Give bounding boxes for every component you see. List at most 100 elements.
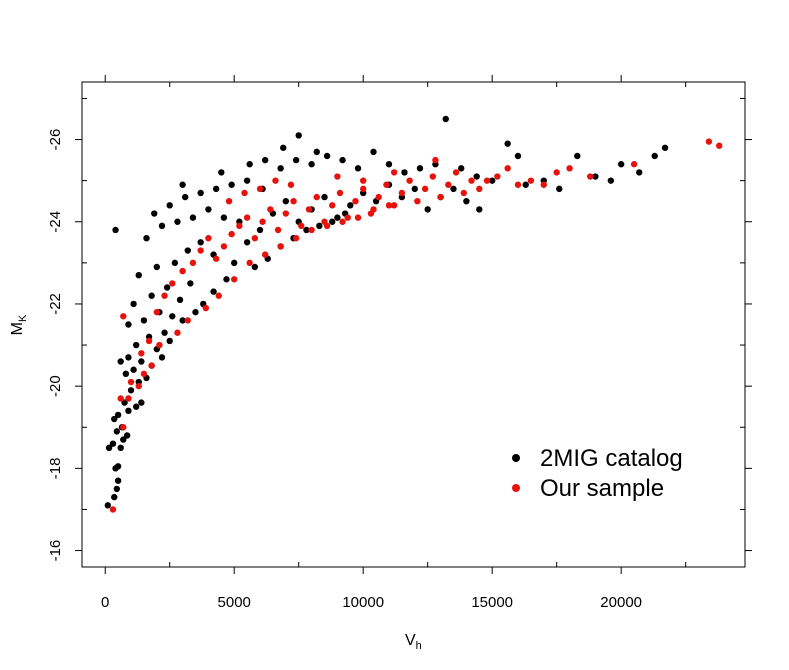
point-our-sample xyxy=(437,193,444,201)
x-axis-title-main: V xyxy=(405,632,416,649)
point-our-sample xyxy=(117,395,124,402)
point-our-sample xyxy=(705,138,713,145)
point-our-sample xyxy=(140,370,148,378)
point-2mig xyxy=(125,321,132,328)
point-2mig xyxy=(109,440,117,447)
point-our-sample xyxy=(220,243,228,250)
legend-label-our-sample: Our sample xyxy=(540,475,664,502)
point-our-sample xyxy=(145,337,153,345)
point-2mig xyxy=(135,271,142,279)
point-our-sample xyxy=(228,230,235,238)
point-2mig xyxy=(339,156,346,164)
point-our-sample xyxy=(504,165,511,172)
point-2mig xyxy=(158,222,166,230)
point-2mig xyxy=(171,259,179,267)
point-2mig xyxy=(111,493,118,501)
point-2mig xyxy=(179,181,186,188)
point-2mig xyxy=(132,403,140,410)
x-axis: 0 5000 10000 15000 20000 xyxy=(101,75,687,611)
point-2mig xyxy=(321,193,328,201)
point-our-sample xyxy=(494,173,501,180)
point-2mig xyxy=(282,197,290,205)
y-axis-title: MK xyxy=(9,314,29,335)
point-2mig xyxy=(143,234,150,242)
point-our-sample xyxy=(305,206,313,213)
point-2mig xyxy=(174,218,181,225)
point-2mig xyxy=(424,206,431,213)
point-our-sample xyxy=(323,222,331,230)
point-2mig xyxy=(243,239,251,246)
point-2mig xyxy=(354,165,362,172)
point-our-sample xyxy=(251,234,259,242)
point-our-sample xyxy=(153,308,161,316)
point-2mig xyxy=(112,226,119,234)
point-2mig xyxy=(450,185,457,193)
point-our-sample xyxy=(272,177,279,184)
point-2mig xyxy=(220,214,228,221)
point-our-sample xyxy=(452,169,460,176)
point-our-sample xyxy=(298,222,305,230)
point-2mig xyxy=(316,222,323,230)
point-2mig xyxy=(303,226,310,234)
point-our-sample xyxy=(256,185,264,193)
point-our-sample xyxy=(359,185,367,193)
legend-marker-our-sample xyxy=(512,484,520,492)
point-2mig xyxy=(277,165,284,172)
y-axis-title-sub: K xyxy=(17,314,29,322)
point-2mig xyxy=(329,218,336,225)
point-2mig xyxy=(256,226,264,234)
point-2mig xyxy=(187,280,194,287)
point-our-sample xyxy=(179,267,186,275)
point-our-sample xyxy=(716,142,723,149)
point-2mig xyxy=(189,214,197,221)
point-our-sample xyxy=(231,276,238,283)
point-our-sample xyxy=(109,506,117,513)
point-our-sample xyxy=(468,177,475,184)
point-our-sample xyxy=(414,197,421,205)
point-our-sample xyxy=(246,259,253,267)
point-our-sample xyxy=(156,341,163,349)
point-our-sample xyxy=(339,218,346,225)
x-axis-title: Vh xyxy=(405,632,422,652)
point-2mig xyxy=(122,370,130,378)
point-2mig xyxy=(401,169,408,176)
point-2mig xyxy=(636,169,643,176)
point-2mig xyxy=(385,161,393,168)
point-our-sample xyxy=(236,222,243,230)
point-our-sample xyxy=(282,210,290,217)
point-our-sample xyxy=(514,181,522,188)
y-tick-label: -18 xyxy=(47,458,64,480)
point-our-sample xyxy=(148,362,155,369)
point-2mig xyxy=(313,148,320,156)
point-2mig xyxy=(114,477,122,484)
point-our-sample xyxy=(587,173,594,180)
point-our-sample xyxy=(225,197,233,205)
point-2mig xyxy=(130,300,137,308)
point-2mig xyxy=(153,263,161,271)
point-our-sample xyxy=(120,313,127,320)
point-2mig xyxy=(228,181,235,188)
point-2mig xyxy=(504,140,511,147)
point-our-sample xyxy=(566,165,573,172)
point-2mig xyxy=(280,144,287,151)
point-2mig xyxy=(113,485,121,493)
point-2mig xyxy=(130,366,137,373)
x-tick-label: 10000 xyxy=(342,594,384,611)
point-our-sample xyxy=(135,382,142,390)
point-2mig xyxy=(617,161,625,168)
point-2mig xyxy=(473,173,480,180)
point-2mig xyxy=(105,444,113,452)
point-2mig xyxy=(117,358,124,365)
point-2mig xyxy=(607,177,615,184)
x-tick-label: 15000 xyxy=(471,594,513,611)
point-our-sample xyxy=(205,234,212,242)
point-2mig xyxy=(488,177,496,184)
point-our-sample xyxy=(138,350,145,357)
legend: 2MIG catalog Our sample xyxy=(512,445,683,502)
point-2mig xyxy=(163,284,171,291)
point-our-sample xyxy=(406,177,413,184)
x-tick-label: 0 xyxy=(101,594,109,611)
point-our-sample xyxy=(483,177,491,184)
x-axis-title-sub: h xyxy=(416,640,422,652)
